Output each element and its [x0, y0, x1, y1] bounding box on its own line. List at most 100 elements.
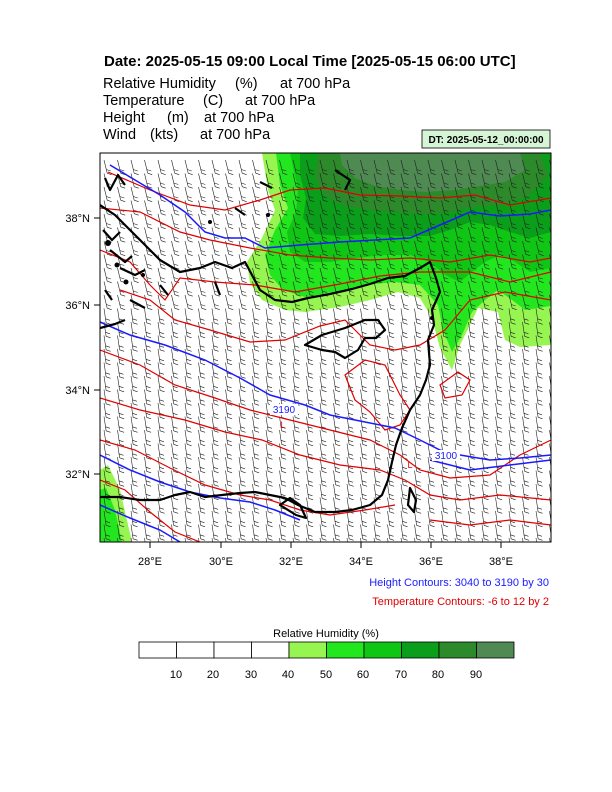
colorbar-label: 20 — [207, 669, 219, 681]
map-title: Date: 2025-05-15 09:00 Local Time [2025-… — [104, 53, 516, 70]
lat-tick-label: 32°N — [65, 469, 90, 481]
colorbar-segment — [401, 641, 440, 659]
temperature-contours — [100, 171, 551, 542]
field-name: Height — [103, 110, 145, 126]
temperature-contour — [439, 371, 471, 399]
colorbar-label: 40 — [282, 669, 294, 681]
contour-label-bg — [270, 404, 298, 415]
map-frame — [99, 152, 552, 543]
colorbar-label: 80 — [432, 669, 444, 681]
field-unit: (C) — [203, 93, 223, 109]
island — [105, 240, 111, 246]
island — [430, 316, 434, 320]
lon-tick-label: 30°E — [209, 556, 233, 568]
islands — [105, 213, 434, 320]
field-name: Wind — [103, 127, 136, 143]
coastline-turkey-levant — [100, 204, 442, 514]
field-unit: (m) — [167, 110, 189, 126]
height-contour — [100, 504, 181, 542]
colorbar-segment — [138, 641, 177, 659]
coastline-cyprus — [303, 318, 387, 360]
temperature-contour — [100, 249, 551, 301]
temperature-contour — [429, 519, 551, 526]
low-pressure-marker: L — [280, 420, 285, 430]
coastline-aegean — [102, 173, 222, 309]
colorbar-label: 50 — [320, 669, 332, 681]
colorbar-segment — [176, 641, 215, 659]
lon-tick-label: 38°E — [489, 556, 513, 568]
colorbar-segment — [363, 641, 402, 659]
colorbar-label: 70 — [395, 669, 407, 681]
colorbar-label: 60 — [357, 669, 369, 681]
contour-label-text: 3100 — [435, 451, 458, 462]
contour-label-bg — [432, 450, 460, 461]
island — [114, 262, 120, 268]
colorbar-segment — [438, 641, 477, 659]
temperature-contour — [344, 359, 411, 431]
humidity-shading — [100, 153, 551, 542]
field-name: Temperature — [103, 93, 184, 109]
init-time-label: DT: 2025-05-12_00:00:00 — [428, 135, 544, 146]
island — [123, 279, 129, 285]
temperature-contour — [100, 349, 551, 479]
humidity-region-south-60 — [100, 488, 122, 542]
field-level: at 700 hPa — [280, 76, 351, 92]
colorbar-title: Relative Humidity (%) — [273, 628, 379, 640]
temperature-contour — [100, 207, 551, 263]
temperature-contour — [100, 479, 201, 542]
field-name: Relative Humidity — [103, 76, 217, 92]
init-time-box: DT: 2025-05-12_00:00:00 — [421, 129, 551, 149]
field-height: Height (m) at 700 hPa — [103, 110, 275, 126]
field-wind: Wind (kts) at 700 hPa — [103, 127, 271, 143]
height-contour — [109, 164, 551, 249]
lon-tick-label: 36°E — [419, 556, 443, 568]
temperature-contour — [107, 171, 551, 211]
contour-label-text: 3190 — [273, 405, 296, 416]
contour-label-3100: 3100 — [432, 450, 460, 462]
lon-tick-label: 32°E — [279, 556, 303, 568]
init-time-frame — [421, 129, 551, 149]
coastline-island — [234, 169, 418, 514]
field-level: at 700 hPa — [245, 93, 316, 109]
low-marker-label: L — [280, 420, 285, 430]
wind-barb-field — [103, 159, 551, 542]
coastlines — [100, 169, 442, 520]
field-relative-humidity: Relative Humidity (%) at 700 hPa — [103, 76, 351, 92]
colorbar-label: 90 — [470, 669, 482, 681]
colorbar-segment — [251, 641, 290, 659]
contour-label-3190: 3190 — [270, 404, 298, 416]
lat-tick-label: 34°N — [65, 385, 90, 397]
colorbar-label: 10 — [170, 669, 182, 681]
lon-tick-label: 34°E — [349, 556, 373, 568]
height-contours — [100, 164, 551, 542]
colorbar-labels: 10 20 30 40 50 60 70 80 90 — [170, 669, 482, 681]
field-unit: (%) — [235, 76, 258, 92]
height-contour — [100, 321, 551, 461]
colorbar — [138, 641, 515, 659]
colorbar-segment — [476, 641, 515, 659]
colorbar-segment — [213, 641, 252, 659]
temperature-contour — [100, 439, 396, 516]
humidity-region-100 — [340, 153, 525, 192]
lon-tick-label: 28°E — [138, 556, 162, 568]
map-area: 3190 3100 L L — [100, 153, 551, 542]
temperature-contours-info: Temperature Contours: -6 to 12 by 2 — [372, 596, 549, 608]
height-contours-info: Height Contours: 3040 to 3190 by 30 — [369, 577, 549, 589]
temperature-contour — [100, 397, 551, 501]
island — [266, 213, 270, 217]
height-contour — [100, 454, 301, 521]
coastline-egypt — [100, 490, 286, 502]
colorbar-segment — [288, 641, 327, 659]
temperature-contour — [119, 289, 551, 351]
coastline-nile-delta — [278, 496, 308, 520]
field-temperature: Temperature (C) at 700 hPa — [103, 93, 316, 109]
colorbar-label: 30 — [245, 669, 257, 681]
wind-barbs — [103, 159, 551, 542]
island — [208, 220, 212, 224]
colorbar-segment — [326, 641, 365, 659]
low-marker-label: L — [407, 460, 412, 470]
lon-axis — [149, 542, 502, 548]
height-contour — [429, 459, 551, 471]
